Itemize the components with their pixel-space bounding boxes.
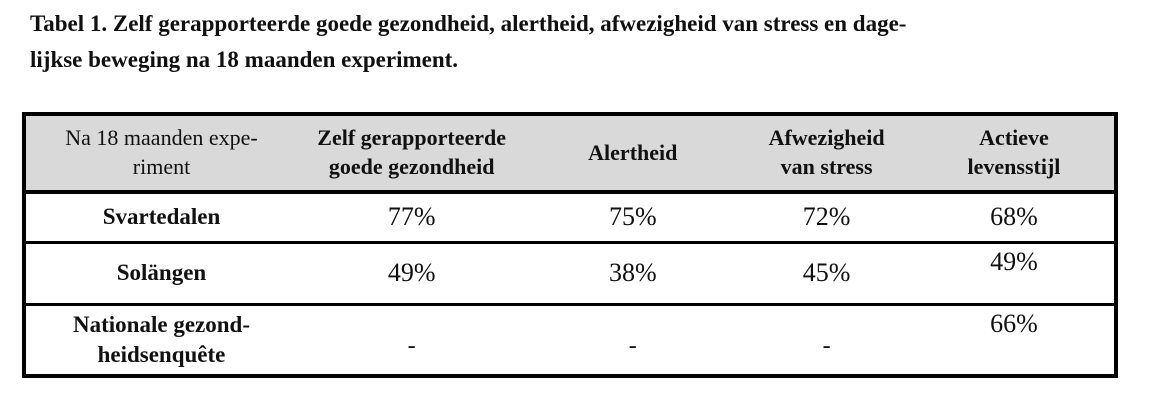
table-cell-value: 45% bbox=[802, 258, 851, 287]
header-cell-period: Na 18 maanden expe- riment bbox=[24, 114, 297, 194]
row-label-svartedalen: Svartedalen bbox=[102, 204, 221, 230]
table-caption: Tabel 1. Zelf gerapporteerde goede gezon… bbox=[30, 11, 907, 72]
table-row-svartedalen: Svartedalen 77% 75% 72% 68% bbox=[24, 192, 1116, 242]
table-cell-value: - bbox=[822, 333, 831, 360]
table-cell-value: - bbox=[407, 333, 416, 360]
table-cell-value: 75% bbox=[608, 202, 657, 232]
table-cell-value: 38% bbox=[608, 258, 657, 287]
table-cell-value: 77% bbox=[387, 202, 436, 232]
header-cell-reported-health: Zelf gerapporteerde goede gezondheid bbox=[297, 114, 527, 194]
table-cell-value: 49% bbox=[387, 258, 436, 287]
table-cell-value: 68% bbox=[990, 202, 1038, 232]
header-cell-absence-of-stress: Afwezigheid van stress bbox=[739, 114, 914, 194]
table-cell-value: - bbox=[628, 333, 637, 360]
table-cell-value: 66% bbox=[990, 308, 1038, 338]
table-cell-value: 49% bbox=[990, 246, 1038, 276]
table-header-row: Na 18 maanden expe- riment Zelf gerappor… bbox=[24, 114, 1116, 194]
header-cell-alertness: Alertheid bbox=[526, 114, 740, 194]
results-table: Na 18 maanden expe- riment Zelf gerappor… bbox=[22, 112, 1118, 378]
header-cell-active-lifestyle: Actieve levensstijl bbox=[913, 114, 1116, 194]
row-label-solangen: Solängen bbox=[116, 260, 207, 286]
table-row-national-survey: Nationale gezond- heidsenquête - - - 66% bbox=[24, 304, 1116, 376]
table-cell-value: 72% bbox=[802, 202, 851, 232]
table-row-solangen: Solängen 49% 38% 45% 49% bbox=[24, 242, 1116, 304]
row-label-national-survey: Nationale gezond- heidsenquête bbox=[73, 311, 250, 367]
